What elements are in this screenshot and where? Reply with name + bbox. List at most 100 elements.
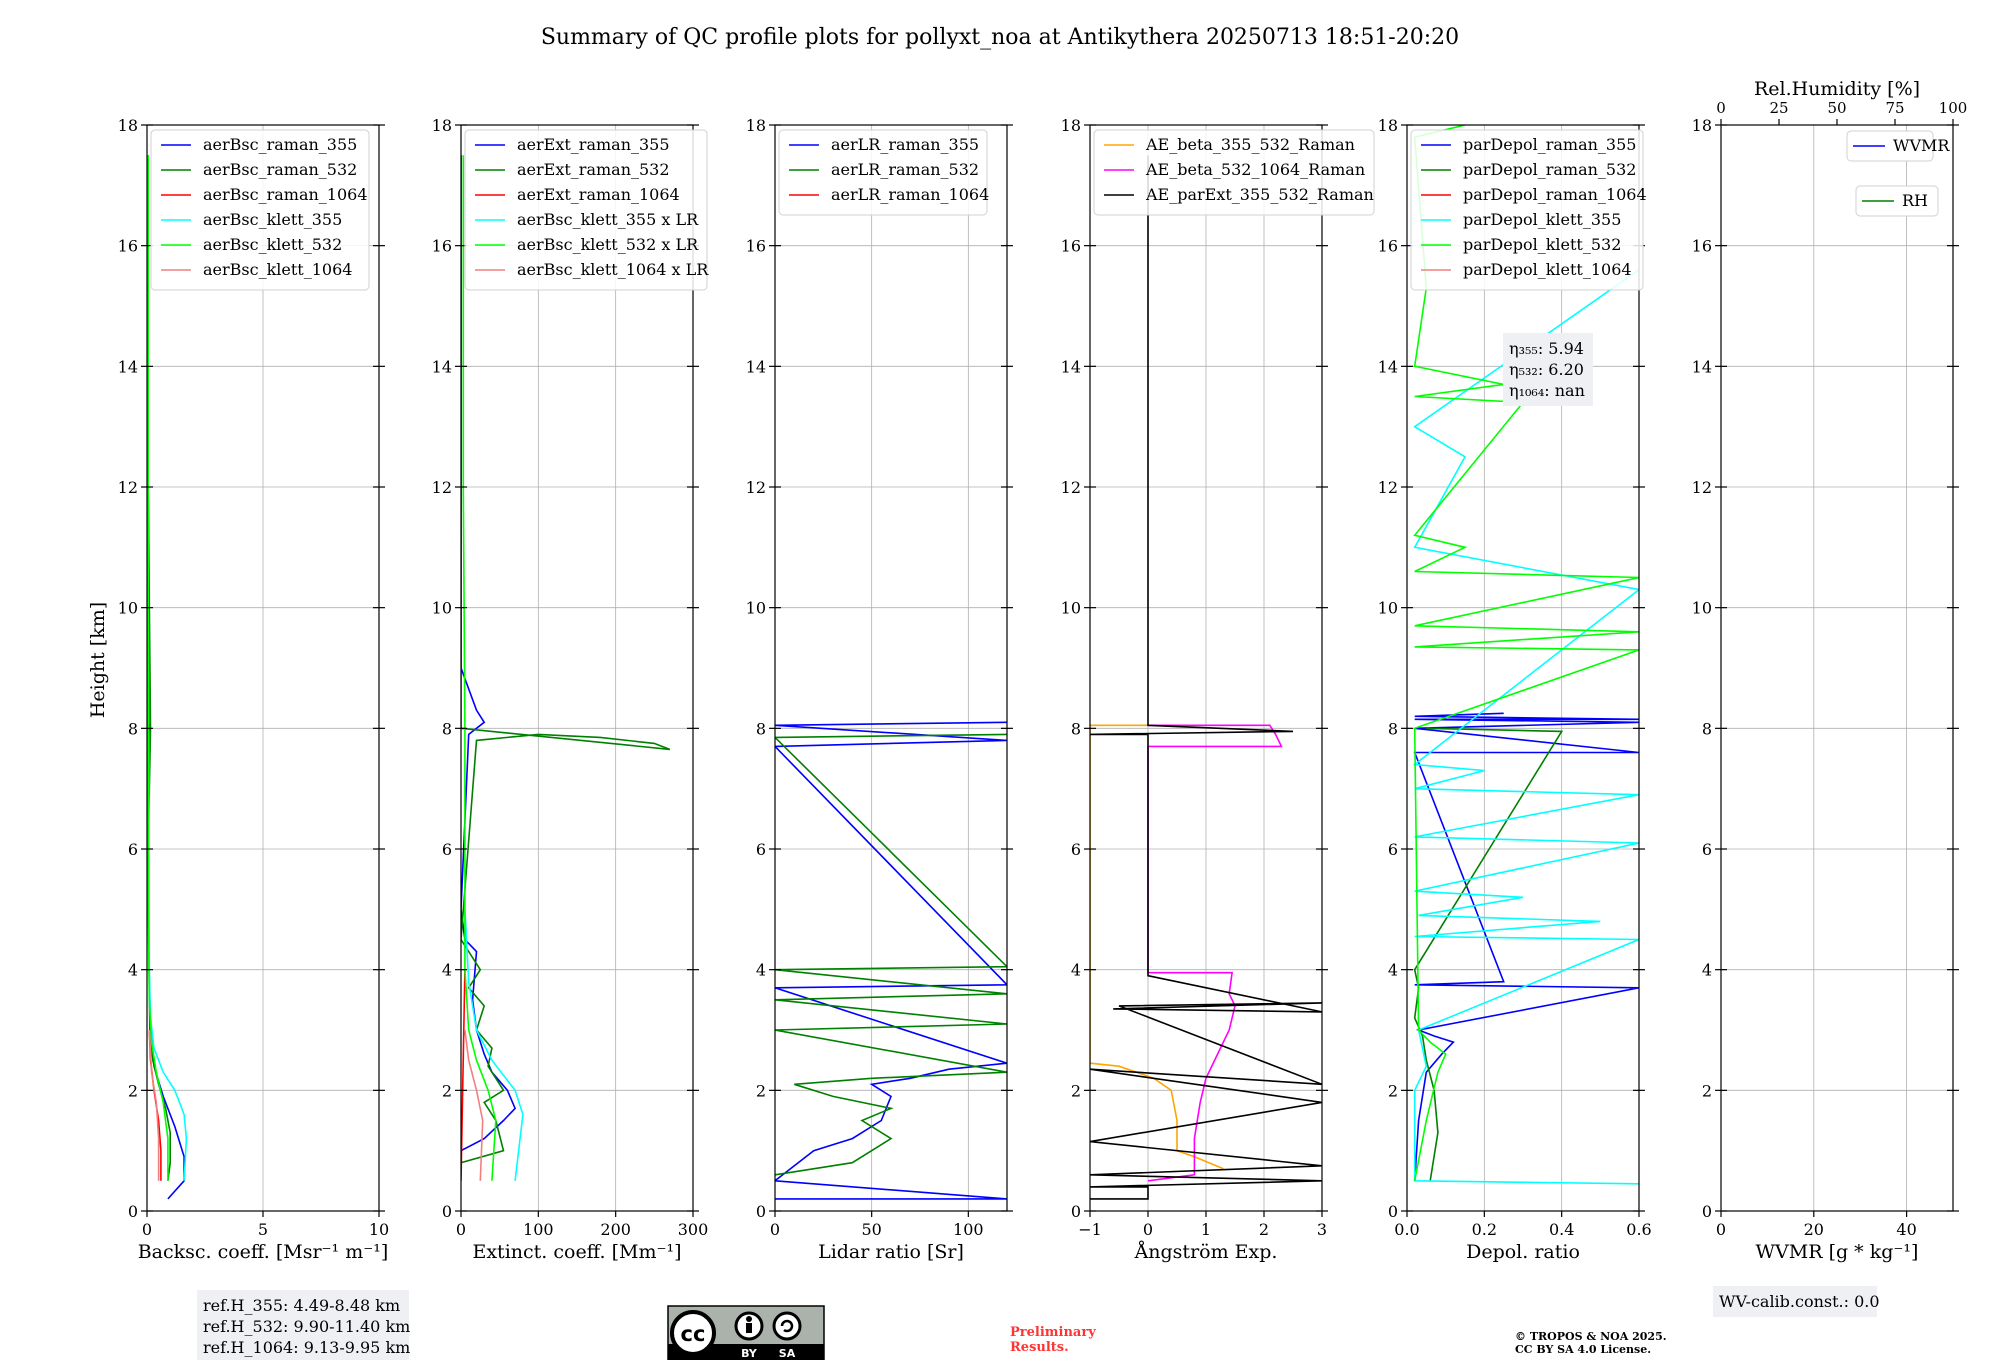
wvmr-ytick-label: 14 <box>1692 357 1712 376</box>
angstrom-xtick-label: 2 <box>1259 1220 1269 1239</box>
lidar-ratio-ytick-label: 10 <box>746 599 766 618</box>
wvmr-legend-label: RH <box>1902 191 1928 210</box>
lidar-ratio-ytick-label: 12 <box>746 478 766 497</box>
backscatter-xtick-label: 0 <box>142 1220 152 1239</box>
depol-annotation-box <box>1503 333 1593 406</box>
angstrom-ytick-label: 18 <box>1061 116 1081 135</box>
by-icon-head <box>746 1316 752 1322</box>
depol-xtick-label: 0.6 <box>1626 1220 1651 1239</box>
depol-legend-label: parDepol_klett_355 <box>1463 210 1621 229</box>
wvmr-ytick-label: 6 <box>1702 840 1712 859</box>
backscatter-ytick-label: 14 <box>118 357 138 376</box>
backscatter-ytick-label: 10 <box>118 599 138 618</box>
wvmr-xtick-label: 40 <box>1896 1220 1916 1239</box>
angstrom-xtick-label: 0 <box>1143 1220 1153 1239</box>
depol-legend-label: parDepol_raman_532 <box>1463 160 1636 179</box>
by-icon-body <box>746 1323 752 1333</box>
copyright-line-1: © TROPOS & NOA 2025. <box>1515 1330 1667 1343</box>
copyright-line-2: CC BY SA 4.0 License. <box>1515 1343 1651 1356</box>
depol-ytick-label: 2 <box>1388 1081 1398 1100</box>
sa-icon-arrow <box>780 1319 794 1333</box>
backscatter-annotation-line: ref.H_1064: 9.13-9.95 km <box>203 1338 410 1357</box>
lidar-ratio-frame <box>774 124 1008 1212</box>
extinction-ytick-label: 8 <box>442 719 452 738</box>
wvmr-legend-label: WVMR <box>1893 136 1950 155</box>
extinction-ytick-label: 2 <box>442 1081 452 1100</box>
angstrom-ytick-label: 12 <box>1061 478 1081 497</box>
backscatter-series-5 <box>148 1029 160 1181</box>
backscatter-xtick-label: 10 <box>369 1220 389 1239</box>
backscatter-legend <box>150 129 370 291</box>
angstrom-legend <box>1093 129 1375 216</box>
sa-icon <box>772 1311 802 1341</box>
lidar-ratio-xtick-label: 50 <box>861 1220 881 1239</box>
wvmr-x-label: WVMR [g * kg⁻¹] <box>1756 1241 1919 1263</box>
angstrom-x-label: Ångström Exp. <box>1134 1241 1278 1263</box>
depol-xtick-label: 0.4 <box>1549 1220 1574 1239</box>
angstrom-series-0 <box>1090 724 1224 1170</box>
depol-legend-label: parDepol_raman_355 <box>1463 135 1636 154</box>
wvmr-legend <box>1855 185 1939 217</box>
wvmr-top-tick-label: 100 <box>1939 99 1968 117</box>
lidar-ratio-xtick-label: 0 <box>770 1220 780 1239</box>
backscatter-legend-label: aerBsc_raman_532 <box>203 160 357 179</box>
lidar-ratio-ytick-label: 18 <box>746 116 766 135</box>
depol-annotation-line: η₅₃₂: 6.20 <box>1509 360 1584 379</box>
lidar-ratio-legend-label: aerLR_raman_1064 <box>831 185 989 204</box>
backscatter-panel: 0 2 4 6 8 10 12 14 16 18 0 5 10 Backsc. coeff. [Msr⁻¹… <box>118 116 410 1360</box>
lidar-ratio-ytick-label: 16 <box>746 237 766 256</box>
backscatter-ytick-label: 12 <box>118 478 138 497</box>
angstrom-legend-label: AE_parExt_355_532_Raman <box>1145 185 1374 204</box>
wvmr-ytick-label: 10 <box>1692 599 1712 618</box>
extinction-series-1 <box>461 155 671 1164</box>
extinction-legend-label: aerExt_raman_532 <box>517 160 670 179</box>
depol-frame <box>1406 124 1640 1212</box>
extinction-series-2 <box>461 969 466 1181</box>
wvmr-annotation-box <box>1713 1286 1877 1317</box>
extinction-xtick-label: 300 <box>678 1220 709 1239</box>
backscatter-annotation-line: ref.H_355: 4.49-8.48 km <box>203 1296 400 1315</box>
extinction-ytick-label: 14 <box>432 357 452 376</box>
wvmr-xtick-label: 20 <box>1804 1220 1824 1239</box>
lidar-ratio-ytick-label: 14 <box>746 357 766 376</box>
extinction-x-label: Extinct. coeff. [Mm⁻¹] <box>472 1241 681 1263</box>
license-badge: cc BY SA <box>667 1305 825 1360</box>
wvmr-annotation-line: WV-calib.const.: 0.0 <box>1719 1292 1880 1311</box>
lidar-ratio-legend <box>778 129 988 216</box>
extinction-xtick-label: 0 <box>456 1220 466 1239</box>
extinction-ytick-label: 12 <box>432 478 452 497</box>
depol-series-4 <box>1413 125 1639 1181</box>
backscatter-ytick-label: 18 <box>118 116 138 135</box>
angstrom-legend-label: AE_beta_532_1064_Raman <box>1145 160 1365 179</box>
backscatter-xtick-label: 5 <box>258 1220 268 1239</box>
depol-series-0 <box>1413 712 1639 1181</box>
depol-ytick-label: 6 <box>1388 840 1398 859</box>
extinction-legend-label: aerBsc_klett_355 x LR <box>517 210 699 229</box>
extinction-legend-label: aerExt_raman_1064 <box>517 185 680 204</box>
backscatter-ytick-label: 6 <box>128 840 138 859</box>
wvmr-ytick-label: 16 <box>1692 237 1712 256</box>
angstrom-ytick-label: 16 <box>1061 237 1081 256</box>
depol-ytick-label: 16 <box>1378 237 1398 256</box>
extinction-legend-label: aerBsc_klett_532 x LR <box>517 235 699 254</box>
depol-legend-label: parDepol_raman_1064 <box>1463 185 1647 204</box>
angstrom-legend-label: AE_beta_355_532_Raman <box>1145 135 1355 154</box>
extinction-xtick-label: 200 <box>600 1220 631 1239</box>
depol-ytick-label: 8 <box>1388 719 1398 738</box>
angstrom-series-2 <box>1090 155 1322 1200</box>
backscatter-legend-label: aerBsc_klett_532 <box>203 235 342 254</box>
extinction-legend-label: aerExt_raman_355 <box>517 135 670 154</box>
depol-x-label: Depol. ratio <box>1466 1241 1580 1263</box>
angstrom-ytick-label: 6 <box>1071 840 1081 859</box>
wvmr-top-axis-label: Rel.Humidity [%] <box>1754 78 1920 100</box>
extinction-ytick-label: 4 <box>442 961 452 980</box>
backscatter-legend-label: aerBsc_klett_1064 <box>203 260 352 279</box>
backscatter-annotation-line: ref.H_532: 9.90-11.40 km <box>203 1317 410 1336</box>
angstrom-xtick-label: 1 <box>1201 1220 1211 1239</box>
depol-panel: 0 2 4 6 8 10 12 14 16 18 0.0 0.2 0.4 0.6 Depol. ratio p… <box>1378 116 1652 1263</box>
lidar-ratio-legend-label: aerLR_raman_532 <box>831 160 979 179</box>
cc-icon-glyph: cc <box>681 1322 706 1346</box>
cc-icon <box>670 1310 716 1356</box>
backscatter-legend-label: aerBsc_raman_1064 <box>203 185 368 204</box>
